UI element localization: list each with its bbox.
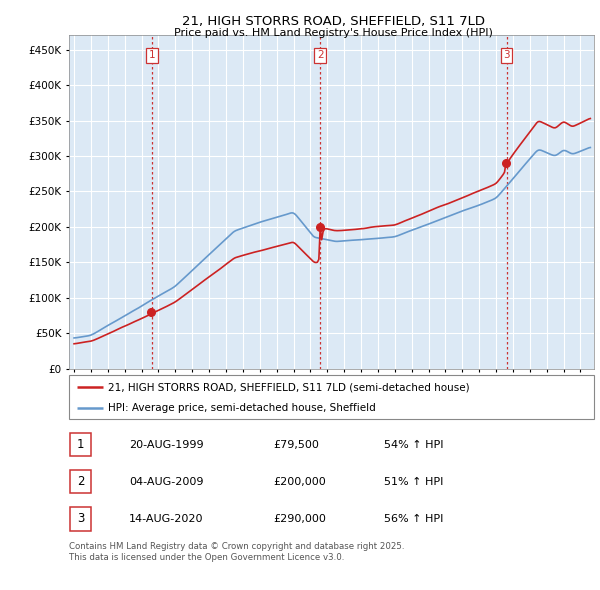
Text: 04-AUG-2009: 04-AUG-2009 xyxy=(129,477,203,487)
Text: 54% ↑ HPI: 54% ↑ HPI xyxy=(384,440,443,450)
Text: 21, HIGH STORRS ROAD, SHEFFIELD, S11 7LD (semi-detached house): 21, HIGH STORRS ROAD, SHEFFIELD, S11 7LD… xyxy=(109,382,470,392)
Text: 1: 1 xyxy=(77,438,84,451)
Text: 1: 1 xyxy=(149,50,155,60)
Text: 14-AUG-2020: 14-AUG-2020 xyxy=(129,514,203,524)
Text: 3: 3 xyxy=(77,512,84,526)
Text: £79,500: £79,500 xyxy=(273,440,319,450)
Text: 20-AUG-1999: 20-AUG-1999 xyxy=(129,440,203,450)
Text: Contains HM Land Registry data © Crown copyright and database right 2025.
This d: Contains HM Land Registry data © Crown c… xyxy=(69,542,404,562)
Text: 21, HIGH STORRS ROAD, SHEFFIELD, S11 7LD: 21, HIGH STORRS ROAD, SHEFFIELD, S11 7LD xyxy=(182,15,485,28)
Text: Price paid vs. HM Land Registry's House Price Index (HPI): Price paid vs. HM Land Registry's House … xyxy=(173,28,493,38)
Text: 56% ↑ HPI: 56% ↑ HPI xyxy=(384,514,443,524)
Text: £200,000: £200,000 xyxy=(273,477,326,487)
Text: 3: 3 xyxy=(503,50,510,60)
Text: HPI: Average price, semi-detached house, Sheffield: HPI: Average price, semi-detached house,… xyxy=(109,404,376,413)
Text: 2: 2 xyxy=(317,50,323,60)
Text: 51% ↑ HPI: 51% ↑ HPI xyxy=(384,477,443,487)
Text: £290,000: £290,000 xyxy=(273,514,326,524)
Text: 2: 2 xyxy=(77,475,84,489)
